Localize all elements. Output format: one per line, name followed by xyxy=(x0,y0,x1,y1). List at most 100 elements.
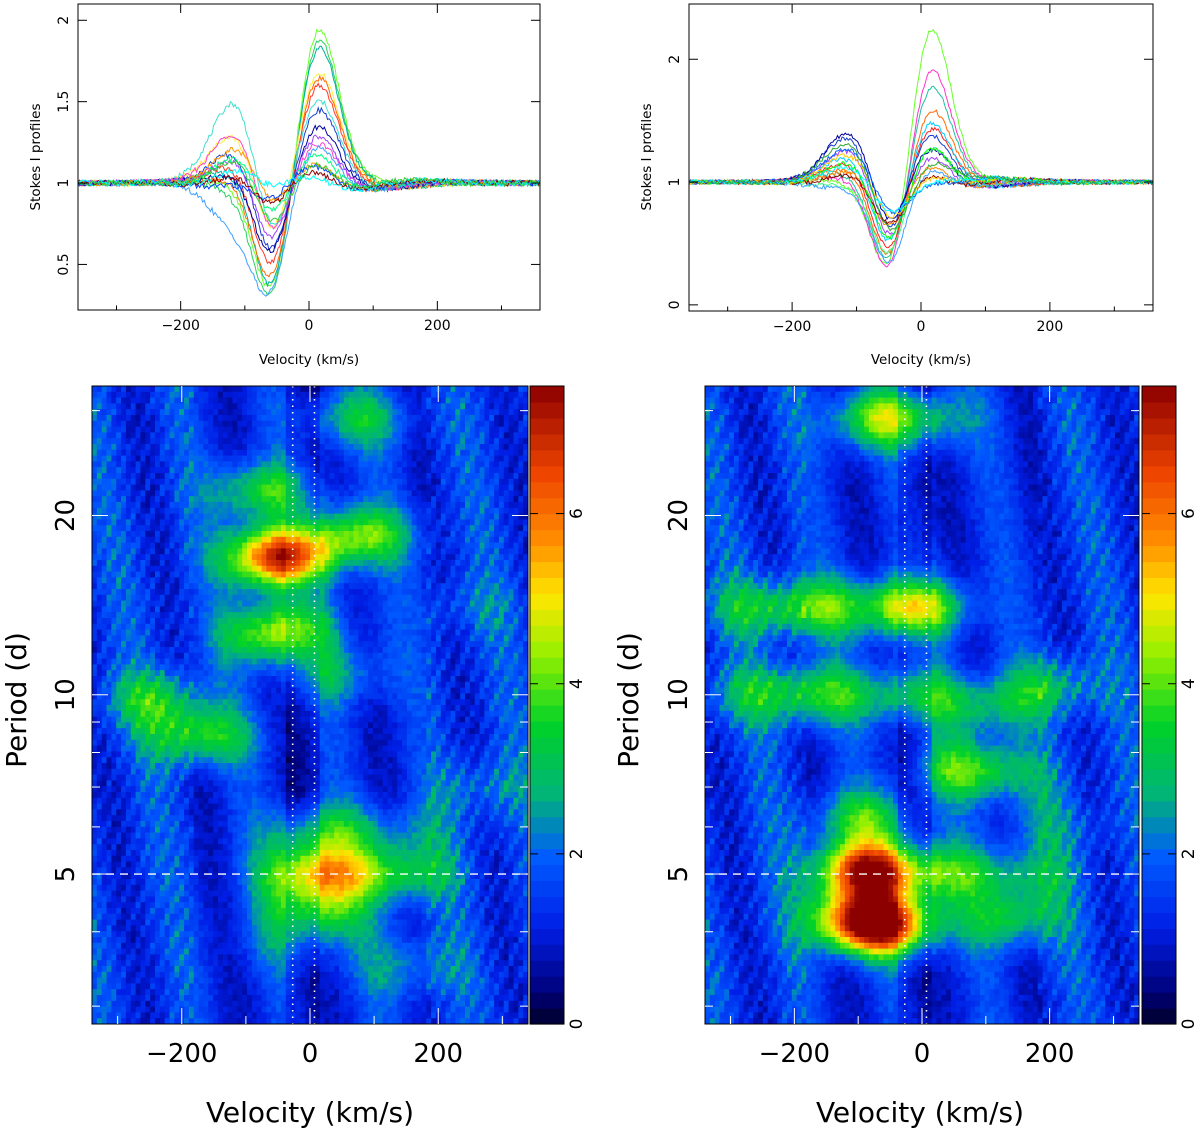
heat-cell xyxy=(445,403,452,410)
heat-cell xyxy=(135,397,142,404)
heat-cell xyxy=(92,623,98,631)
heat-cell xyxy=(310,519,316,526)
heat-cell xyxy=(314,444,321,451)
heat-cell xyxy=(484,594,490,602)
heat-cell xyxy=(295,502,301,509)
heat-cell xyxy=(198,496,205,503)
heat-cell xyxy=(402,554,408,561)
heat-cell xyxy=(242,641,248,648)
heat-cell xyxy=(450,676,456,683)
heat-cell xyxy=(440,531,447,538)
heat-cell xyxy=(382,606,389,613)
heat-cell xyxy=(290,664,297,671)
heat-cell xyxy=(247,560,253,567)
heat-cell xyxy=(387,670,393,677)
heat-cell xyxy=(130,693,137,700)
heat-cell xyxy=(440,560,447,567)
heat-cell xyxy=(421,548,427,555)
heat-cell xyxy=(479,664,485,671)
heat-cell xyxy=(334,658,340,665)
heat-cell xyxy=(489,432,495,439)
heat-cell xyxy=(203,612,209,619)
heat-cell xyxy=(92,542,98,549)
heat-cell xyxy=(242,455,248,462)
heat-cell xyxy=(484,386,490,393)
heat-cell xyxy=(106,589,112,596)
heat-cell xyxy=(435,455,442,462)
heat-cell xyxy=(469,577,476,584)
heat-cell xyxy=(135,386,142,393)
heat-cell xyxy=(440,629,447,636)
heat-cell xyxy=(372,536,379,544)
heat-cell xyxy=(247,531,253,538)
heat-cell xyxy=(508,438,515,445)
heat-cell xyxy=(130,409,137,416)
heat-cell xyxy=(285,583,292,590)
heat-cell xyxy=(237,449,243,457)
heat-cell xyxy=(184,681,190,689)
heat-cell xyxy=(300,444,306,451)
heat-cell xyxy=(217,386,224,393)
heat-cell xyxy=(198,490,205,497)
heat-cell xyxy=(392,502,398,509)
heat-cell xyxy=(280,681,287,689)
heat-cell xyxy=(193,693,200,700)
heat-cell xyxy=(169,641,175,648)
heat-cell xyxy=(358,594,364,602)
heat-cell xyxy=(465,415,471,422)
heat-cell xyxy=(145,449,151,457)
heat-cell xyxy=(261,652,267,660)
heat-cell xyxy=(217,403,224,410)
heat-cell xyxy=(518,548,524,555)
heat-cell xyxy=(431,519,437,526)
heat-cell xyxy=(368,490,374,497)
heat-cell xyxy=(455,467,461,474)
heat-cell xyxy=(387,455,393,462)
heat-cell xyxy=(92,664,98,671)
heat-cell xyxy=(217,560,224,567)
heat-cell xyxy=(348,513,355,520)
heat-cell xyxy=(145,531,151,538)
heat-cell xyxy=(503,594,510,602)
heat-cell xyxy=(184,386,190,393)
heat-cell xyxy=(339,409,345,416)
heat-cell xyxy=(179,478,185,486)
heat-cell xyxy=(392,536,398,544)
heat-cell xyxy=(489,531,495,538)
heat-cell xyxy=(329,600,335,607)
heat-cell xyxy=(508,594,515,602)
heat-cell xyxy=(159,426,166,433)
heat-cell xyxy=(314,693,321,700)
heat-cell xyxy=(106,461,112,468)
heat-cell xyxy=(387,507,393,515)
heat-cell xyxy=(125,420,132,428)
heat-cell xyxy=(440,681,447,689)
heat-cell xyxy=(237,444,243,451)
heat-cell xyxy=(154,542,161,549)
heat-cell xyxy=(329,594,335,602)
heat-cell xyxy=(334,403,340,410)
heat-cell xyxy=(271,647,277,654)
heat-cell xyxy=(397,432,403,439)
profile-line xyxy=(689,69,1153,268)
heat-cell xyxy=(154,623,161,631)
heat-cell xyxy=(227,681,234,689)
heat-cell xyxy=(503,687,510,694)
heat-cell xyxy=(460,432,466,439)
heat-cell xyxy=(276,641,282,648)
heat-cell xyxy=(300,560,306,567)
heat-cell xyxy=(479,560,485,567)
heat-cell xyxy=(125,606,132,613)
heat-cell xyxy=(348,403,355,410)
heat-cell xyxy=(314,641,321,648)
heat-cell xyxy=(513,612,519,619)
heat-cell xyxy=(372,502,379,509)
heat-cell xyxy=(145,473,151,480)
heat-cell xyxy=(271,629,277,636)
heat-cell xyxy=(397,600,403,607)
heat-cell xyxy=(513,455,519,462)
heat-cell xyxy=(397,589,403,596)
heat-cell xyxy=(397,623,403,631)
heat-cell xyxy=(329,478,335,486)
heat-cell xyxy=(392,473,398,480)
